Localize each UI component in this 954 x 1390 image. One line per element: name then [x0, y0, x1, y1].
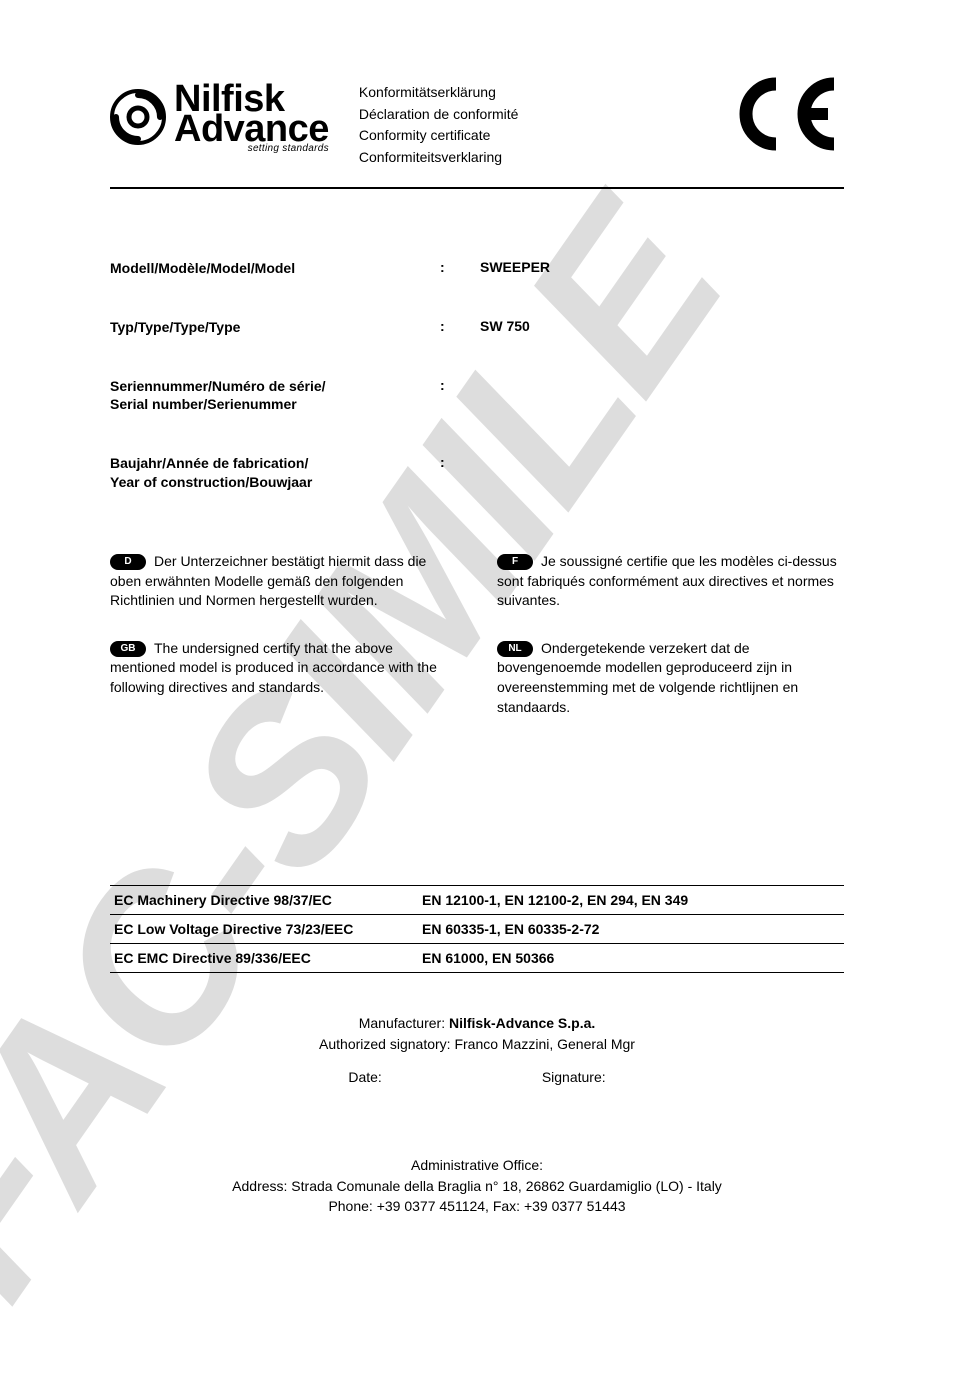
field-model-value: SWEEPER	[480, 259, 550, 278]
decl-f: FJe soussigné certifie que les modèles c…	[497, 552, 844, 611]
field-model: Modell/Modèle/Model/Model : SWEEPER	[110, 259, 844, 278]
table-row: EC EMC Directive 89/336/EEC EN 61000, EN…	[110, 944, 844, 973]
field-colon: :	[440, 259, 480, 278]
title-fr: Déclaration de conformité	[359, 104, 519, 126]
title-nl: Conformiteitsverklaring	[359, 147, 519, 169]
directive-norms: EN 61000, EN 50366	[418, 944, 844, 973]
header: Nilfisk Advance setting standards Konfor…	[110, 80, 844, 169]
field-year-label: Baujahr/Année de fabrication/Year of con…	[110, 454, 440, 492]
decl-d-text: Der Unterzeichner bestätigt hiermit dass…	[110, 553, 426, 608]
directive-name: EC EMC Directive 89/336/EEC	[110, 944, 418, 973]
title-de: Konformitätserklärung	[359, 82, 519, 104]
field-year: Baujahr/Année de fabrication/Year of con…	[110, 454, 844, 492]
field-type-label: Typ/Type/Type/Type	[110, 318, 440, 337]
date-label: Date:	[348, 1069, 381, 1085]
header-divider	[110, 187, 844, 189]
directive-name: EC Low Voltage Directive 73/23/EEC	[110, 915, 418, 944]
decl-col-right: FJe soussigné certifie que les modèles c…	[497, 552, 844, 745]
signature-label: Signature:	[542, 1069, 606, 1085]
admin-office: Administrative Office: Address: Strada C…	[110, 1155, 844, 1216]
admin-title: Administrative Office:	[110, 1155, 844, 1175]
fields: Modell/Modèle/Model/Model : SWEEPER Typ/…	[110, 259, 844, 492]
directives-table: EC Machinery Directive 98/37/EC EN 12100…	[110, 885, 844, 973]
field-serial-label: Seriennummer/Numéro de série/Serial numb…	[110, 377, 440, 415]
decl-col-left: DDer Unterzeichner bestätigt hiermit das…	[110, 552, 457, 745]
manufacturer-block: Manufacturer: Nilfisk-Advance S.p.a. Aut…	[110, 1013, 844, 1055]
directive-norms: EN 60335-1, EN 60335-2-72	[418, 915, 844, 944]
lang-pill-nl: NL	[497, 641, 533, 657]
brand-text: Nilfisk Advance setting standards	[174, 80, 329, 154]
field-colon: :	[440, 454, 480, 492]
table-row: EC Low Voltage Directive 73/23/EEC EN 60…	[110, 915, 844, 944]
admin-phone: Phone: +39 0377 451124, Fax: +39 0377 51…	[110, 1196, 844, 1216]
admin-address: Address: Strada Comunale della Braglia n…	[110, 1176, 844, 1196]
lang-pill-d: D	[110, 554, 146, 570]
ce-mark-icon	[734, 74, 844, 154]
directive-name: EC Machinery Directive 98/37/EC	[110, 886, 418, 915]
field-type-value: SW 750	[480, 318, 530, 337]
field-type: Typ/Type/Type/Type : SW 750	[110, 318, 844, 337]
manufacturer-line2: Authorized signatory: Franco Mazzini, Ge…	[110, 1034, 844, 1055]
logo-icon	[110, 89, 166, 145]
decl-nl: NLOndergetekende verzekert dat de boveng…	[497, 639, 844, 717]
field-serial: Seriennummer/Numéro de série/Serial numb…	[110, 377, 844, 415]
directive-norms: EN 12100-1, EN 12100-2, EN 294, EN 349	[418, 886, 844, 915]
manufacturer-line1: Manufacturer: Nilfisk-Advance S.p.a.	[110, 1013, 844, 1034]
decl-gb-text: The undersigned certify that the above m…	[110, 640, 437, 695]
doc-titles: Konformitätserklärung Déclaration de con…	[359, 82, 519, 169]
decl-gb: GBThe undersigned certify that the above…	[110, 639, 457, 698]
title-en: Conformity certificate	[359, 125, 519, 147]
decl-nl-text: Ondergetekende verzekert dat de bovengen…	[497, 640, 798, 715]
page: FAC-SIMILE Nilfisk Advance setting stand…	[0, 0, 954, 1350]
field-colon: :	[440, 377, 480, 415]
content: Nilfisk Advance setting standards Konfor…	[110, 80, 844, 1216]
declarations: DDer Unterzeichner bestätigt hiermit das…	[110, 552, 844, 745]
logo: Nilfisk Advance setting standards	[110, 80, 329, 154]
decl-d: DDer Unterzeichner bestätigt hiermit das…	[110, 552, 457, 611]
field-colon: :	[440, 318, 480, 337]
directives-body: EC Machinery Directive 98/37/EC EN 12100…	[110, 886, 844, 973]
field-model-label: Modell/Modèle/Model/Model	[110, 259, 440, 278]
decl-f-text: Je soussigné certifie que les modèles ci…	[497, 553, 837, 608]
table-row: EC Machinery Directive 98/37/EC EN 12100…	[110, 886, 844, 915]
lang-pill-gb: GB	[110, 641, 146, 657]
signature-row: Date: Signature:	[110, 1069, 844, 1085]
lang-pill-f: F	[497, 554, 533, 570]
